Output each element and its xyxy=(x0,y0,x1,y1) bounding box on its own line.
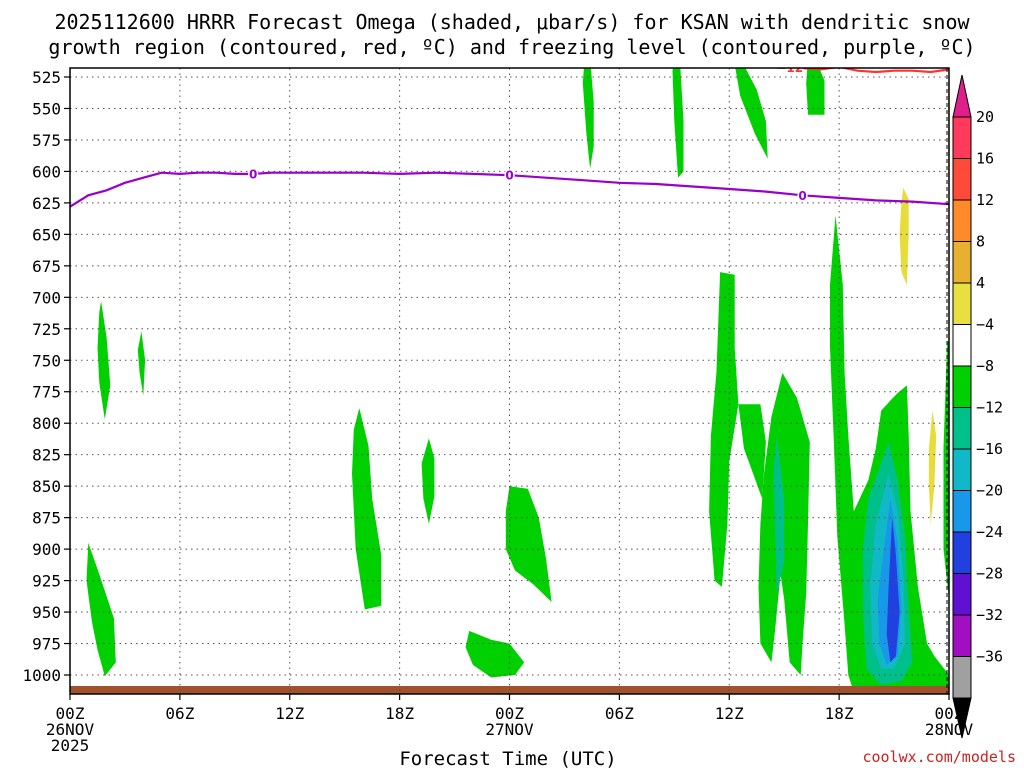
colorbar-label: −28 xyxy=(976,565,1003,583)
freezing-level-label: 0 xyxy=(505,169,513,183)
omega-region-11 xyxy=(709,272,739,587)
omega-region-6 xyxy=(505,486,552,602)
omega-region-21 xyxy=(899,187,909,285)
freezing-level-label: 0 xyxy=(798,189,806,203)
colorbar-label: −20 xyxy=(976,482,1003,500)
y-tick-label: 975 xyxy=(32,635,61,654)
omega-region-1 xyxy=(137,331,146,396)
chart-title-line-2: growth region (contoured, red, ºC) and f… xyxy=(48,35,975,59)
x-tick-label: 06Z xyxy=(605,704,634,723)
contours: 0 0 0 −12 xyxy=(70,61,949,208)
colorbar-label: 8 xyxy=(976,233,985,251)
x-tick-label: 18Z xyxy=(385,704,414,723)
colorbar-label: −32 xyxy=(976,606,1003,624)
y-tick-label: 650 xyxy=(32,225,61,244)
dgz-minus12-line xyxy=(784,68,949,74)
y-tick-label: 875 xyxy=(32,509,61,528)
colorbar-label: 16 xyxy=(976,150,994,168)
omega-shading xyxy=(86,68,949,694)
freezing-level-line xyxy=(70,171,949,208)
y-tick-label: 800 xyxy=(32,414,61,433)
y-tick-label: 625 xyxy=(32,194,61,213)
x-tick-label: 2025 xyxy=(51,736,90,755)
colorbar-swatch xyxy=(952,241,972,284)
omega-region-12 xyxy=(738,404,766,499)
x-tick-label: 18Z xyxy=(825,704,854,723)
colorbar-label: −36 xyxy=(976,648,1003,666)
x-axis-label: Forecast Time (UTC) xyxy=(399,748,616,768)
x-tick-label: 28NOV xyxy=(925,720,974,739)
grid xyxy=(70,68,949,694)
colorbar-label: −24 xyxy=(976,523,1003,541)
colorbar-swatch xyxy=(952,573,972,616)
x-tick-label: 12Z xyxy=(715,704,744,723)
x-tick-label: 26NOV xyxy=(46,720,95,739)
colorbar-swatch xyxy=(952,324,972,367)
x-tick-label: 27NOV xyxy=(485,720,534,739)
colorbar-label: 4 xyxy=(976,274,985,292)
credit-text: coolwx.com/models xyxy=(862,748,1016,766)
omega-region-22 xyxy=(928,410,937,524)
colorbar: 20 16 12 8 4 −4 −8 −12 −16 −20 −24 −28 −32 −36 xyxy=(952,74,1003,739)
y-tick-label: 750 xyxy=(32,351,61,370)
omega-region-7 xyxy=(582,68,594,169)
colorbar-swatch xyxy=(952,490,972,533)
omega-region-10 xyxy=(806,68,825,115)
colorbar-top-arrow xyxy=(952,74,972,118)
colorbar-bottom-arrow xyxy=(952,697,972,739)
y-tick-label: 1000 xyxy=(22,666,61,685)
freezing-level-label: 0 xyxy=(249,167,257,181)
y-tick-label: 850 xyxy=(32,477,61,496)
y-tick-label: 525 xyxy=(32,68,61,87)
y-tick-label: 825 xyxy=(32,446,61,465)
colorbar-swatch xyxy=(952,199,972,242)
omega-region-2 xyxy=(86,542,116,677)
y-tick-label: 575 xyxy=(32,131,61,150)
colorbar-label: 20 xyxy=(976,108,994,126)
colorbar-label: −16 xyxy=(976,440,1003,458)
y-tick-label: 675 xyxy=(32,257,61,276)
y-tick-label: 700 xyxy=(32,288,61,307)
colorbar-label: −12 xyxy=(976,399,1003,417)
colorbar-label: −8 xyxy=(976,357,994,375)
omega-region-4 xyxy=(421,438,435,524)
x-tick-label: 00Z xyxy=(495,704,524,723)
colorbar-swatch xyxy=(952,614,972,657)
colorbar-swatch xyxy=(952,656,972,699)
colorbar-swatch xyxy=(952,365,972,408)
colorbar-label: −4 xyxy=(976,316,994,334)
omega-region-16 xyxy=(773,435,785,594)
colorbar-label: 12 xyxy=(976,191,994,209)
y-tick-label: 550 xyxy=(32,99,61,118)
colorbar-swatch xyxy=(952,116,972,159)
omega-region-8 xyxy=(672,68,684,178)
colorbar-swatch xyxy=(952,158,972,201)
omega-region-20 xyxy=(886,517,900,663)
omega-region-9 xyxy=(735,68,768,159)
y-tick-label: 775 xyxy=(32,383,61,402)
y-tick-label: 725 xyxy=(32,320,61,339)
colorbar-swatch xyxy=(952,531,972,574)
omega-region-15 xyxy=(943,341,949,600)
chart-title-line-1: 2025112600 HRRR Forecast Omega (shaded, … xyxy=(54,10,970,34)
x-tick-label: 00Z xyxy=(56,704,85,723)
x-tick-label: 12Z xyxy=(275,704,304,723)
plot-area: 0 0 0 −12 xyxy=(70,61,949,694)
colorbar-swatch xyxy=(952,448,972,491)
y-axis: 525 550 575 600 625 650 675 700 725 750 775 800 825 8… xyxy=(22,68,70,685)
dgz-minus12-label: −12 xyxy=(776,61,803,75)
y-tick-label: 925 xyxy=(32,572,61,591)
colorbar-swatch xyxy=(952,282,972,325)
y-tick-label: 900 xyxy=(32,540,61,559)
omega-region-3 xyxy=(352,408,382,610)
omega-region-5 xyxy=(465,630,525,678)
y-tick-label: 600 xyxy=(32,162,61,181)
y-tick-label: 950 xyxy=(32,603,61,622)
x-tick-label: 06Z xyxy=(165,704,194,723)
colorbar-swatch xyxy=(952,407,972,450)
